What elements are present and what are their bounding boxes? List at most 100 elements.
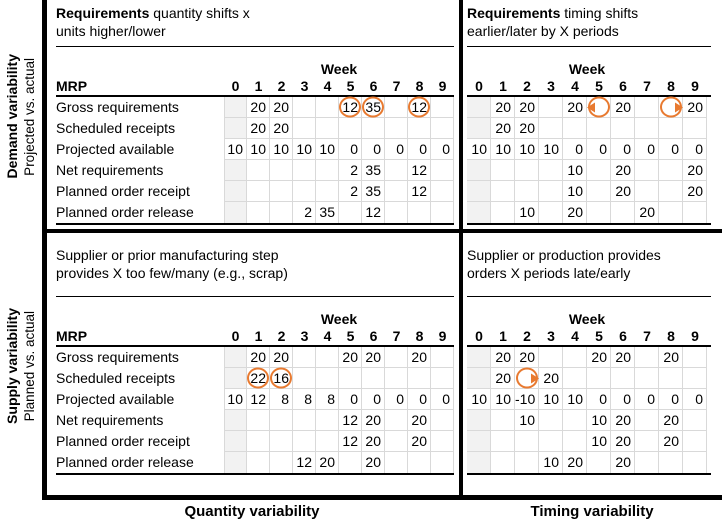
mrp-cell — [539, 431, 563, 452]
mrp-row-projected-available: 10 10 10 10 0 0 0 0 0 0 — [467, 139, 711, 160]
title-rest: timing shifts — [560, 5, 639, 21]
mrp-cell: 0 — [683, 389, 707, 410]
mrp-cell — [515, 452, 539, 473]
mrp-cell — [316, 118, 339, 139]
mrp-cell — [385, 97, 408, 118]
week-number: 6 — [619, 328, 627, 344]
week-number: 4 — [323, 78, 332, 94]
week-numbers-row: MRP 0 1 2 3 4 5 6 7 8 9 — [56, 77, 454, 97]
mrp-row-planned-order-receipt: 10 20 20 — [467, 181, 711, 202]
mrp-cell — [385, 347, 408, 368]
mrp-cell: 10 — [224, 389, 247, 410]
x-axis-label-quantity-variability: Quantity variability — [184, 503, 320, 520]
mrp-cell — [563, 347, 587, 368]
mrp-cell: 35 — [362, 181, 385, 202]
mrp-cell — [467, 118, 491, 139]
mrp-cell: 20 — [408, 347, 431, 368]
mrp-cell — [539, 181, 563, 202]
mrp-row-gross-requirements: 20 20 20 20 20 — [467, 96, 711, 118]
week-number: 9 — [438, 328, 447, 344]
mrp-cell: 20 — [270, 347, 293, 368]
mrp-cell — [316, 181, 339, 202]
mrp-cell — [385, 118, 408, 139]
mrp-cell — [659, 160, 683, 181]
title-line-2: provides X too few/many (e.g., scrap) — [56, 265, 288, 281]
row-label: Scheduled receipts — [56, 370, 176, 386]
week-number: 9 — [691, 78, 699, 94]
mrp-cell — [247, 410, 270, 431]
week-number: 5 — [346, 78, 355, 94]
mrp-cell — [659, 202, 683, 223]
mrp-cell — [563, 368, 587, 389]
mrp-cell: 20 — [563, 202, 587, 223]
mrp-cell — [539, 160, 563, 181]
mrp-cell — [635, 452, 659, 473]
mrp-cell: 10 — [467, 389, 491, 410]
mrp-row-gross-requirements: Gross requirements 20 20 20 20 20 — [56, 347, 454, 368]
mrp-cell — [385, 160, 408, 181]
mrp-cell — [316, 410, 339, 431]
mrp-cell: 10 — [491, 139, 515, 160]
mrp-cell — [683, 431, 707, 452]
mrp-cell — [385, 431, 408, 452]
mrp-cell: 0 — [563, 139, 587, 160]
mrp-cell — [515, 431, 539, 452]
mrp-cell — [224, 118, 247, 139]
mrp-cell: 20 — [659, 431, 683, 452]
mrp-row-net-requirements: 10 20 20 — [467, 160, 711, 181]
mrp-cell — [491, 181, 515, 202]
mrp-cell: 20 — [515, 347, 539, 368]
week-header-row: Week — [56, 297, 454, 327]
quadrant-supply-timing: Supplier or production provides orders X… — [463, 233, 722, 495]
mrp-cell — [683, 452, 707, 473]
row-label: Net requirements — [56, 412, 164, 428]
mrp-cell: 20 — [515, 118, 539, 139]
mrp-cell — [467, 410, 491, 431]
mrp-row-gross-requirements: Gross requirements 20 20 12 35 12 — [56, 96, 454, 118]
mrp-cell: 20 — [339, 347, 362, 368]
mrp-cell: 12 — [339, 410, 362, 431]
mrp-cell — [563, 118, 587, 139]
mrp-row-scheduled-receipts: 20 20 — [467, 118, 711, 139]
mrp-cell — [491, 410, 515, 431]
mrp-cell: 35 — [362, 96, 385, 118]
mrp-corner-label: MRP — [56, 78, 88, 94]
mrp-cell — [431, 97, 454, 118]
week-header-row: Week — [467, 47, 711, 77]
week-header-row: Week — [467, 297, 711, 327]
mrp-cell: 0 — [408, 139, 431, 160]
marker-circle-arrow-left-icon — [587, 96, 610, 118]
mrp-cell — [224, 410, 247, 431]
week-number: 3 — [547, 328, 555, 344]
row-label: Gross requirements — [56, 99, 179, 115]
mrp-cell: 8 — [293, 389, 316, 410]
mrp-cell — [385, 181, 408, 202]
week-number: 4 — [323, 328, 332, 344]
mrp-row-scheduled-receipts: Scheduled receipts 22 16 — [56, 367, 454, 389]
mrp-cell: 10 — [563, 181, 587, 202]
week-number: 3 — [300, 328, 309, 344]
mrp-cell: 20 — [563, 452, 587, 473]
mrp-row-projected-available: Projected available 10 10 10 10 10 0 0 0 0 0 — [56, 139, 454, 160]
mrp-cell: 16 — [270, 367, 293, 389]
mrp-cell: 10 — [270, 139, 293, 160]
y-axis-title-supply: Supply variability — [4, 308, 20, 424]
mrp-cell — [247, 202, 270, 223]
mrp-cell — [247, 431, 270, 452]
mrp-cell — [659, 368, 683, 389]
mrp-cell — [408, 118, 431, 139]
mrp-cell: 12 — [408, 96, 431, 118]
mrp-cell — [339, 202, 362, 223]
marker-circle-arrow-right-icon — [659, 96, 682, 118]
mrp-cell: 0 — [587, 389, 611, 410]
mrp-cell: 10 — [515, 410, 539, 431]
mrp-cell — [431, 410, 454, 431]
x-axis-labels: Quantity variability Timing variability — [42, 503, 722, 520]
mrp-cell — [635, 97, 659, 118]
mrp-cell — [224, 431, 247, 452]
mrp-cell — [316, 431, 339, 452]
mrp-cell — [635, 368, 659, 389]
mrp-cell: 20 — [611, 160, 635, 181]
x-axis-label-timing-variability: Timing variability — [530, 503, 654, 520]
